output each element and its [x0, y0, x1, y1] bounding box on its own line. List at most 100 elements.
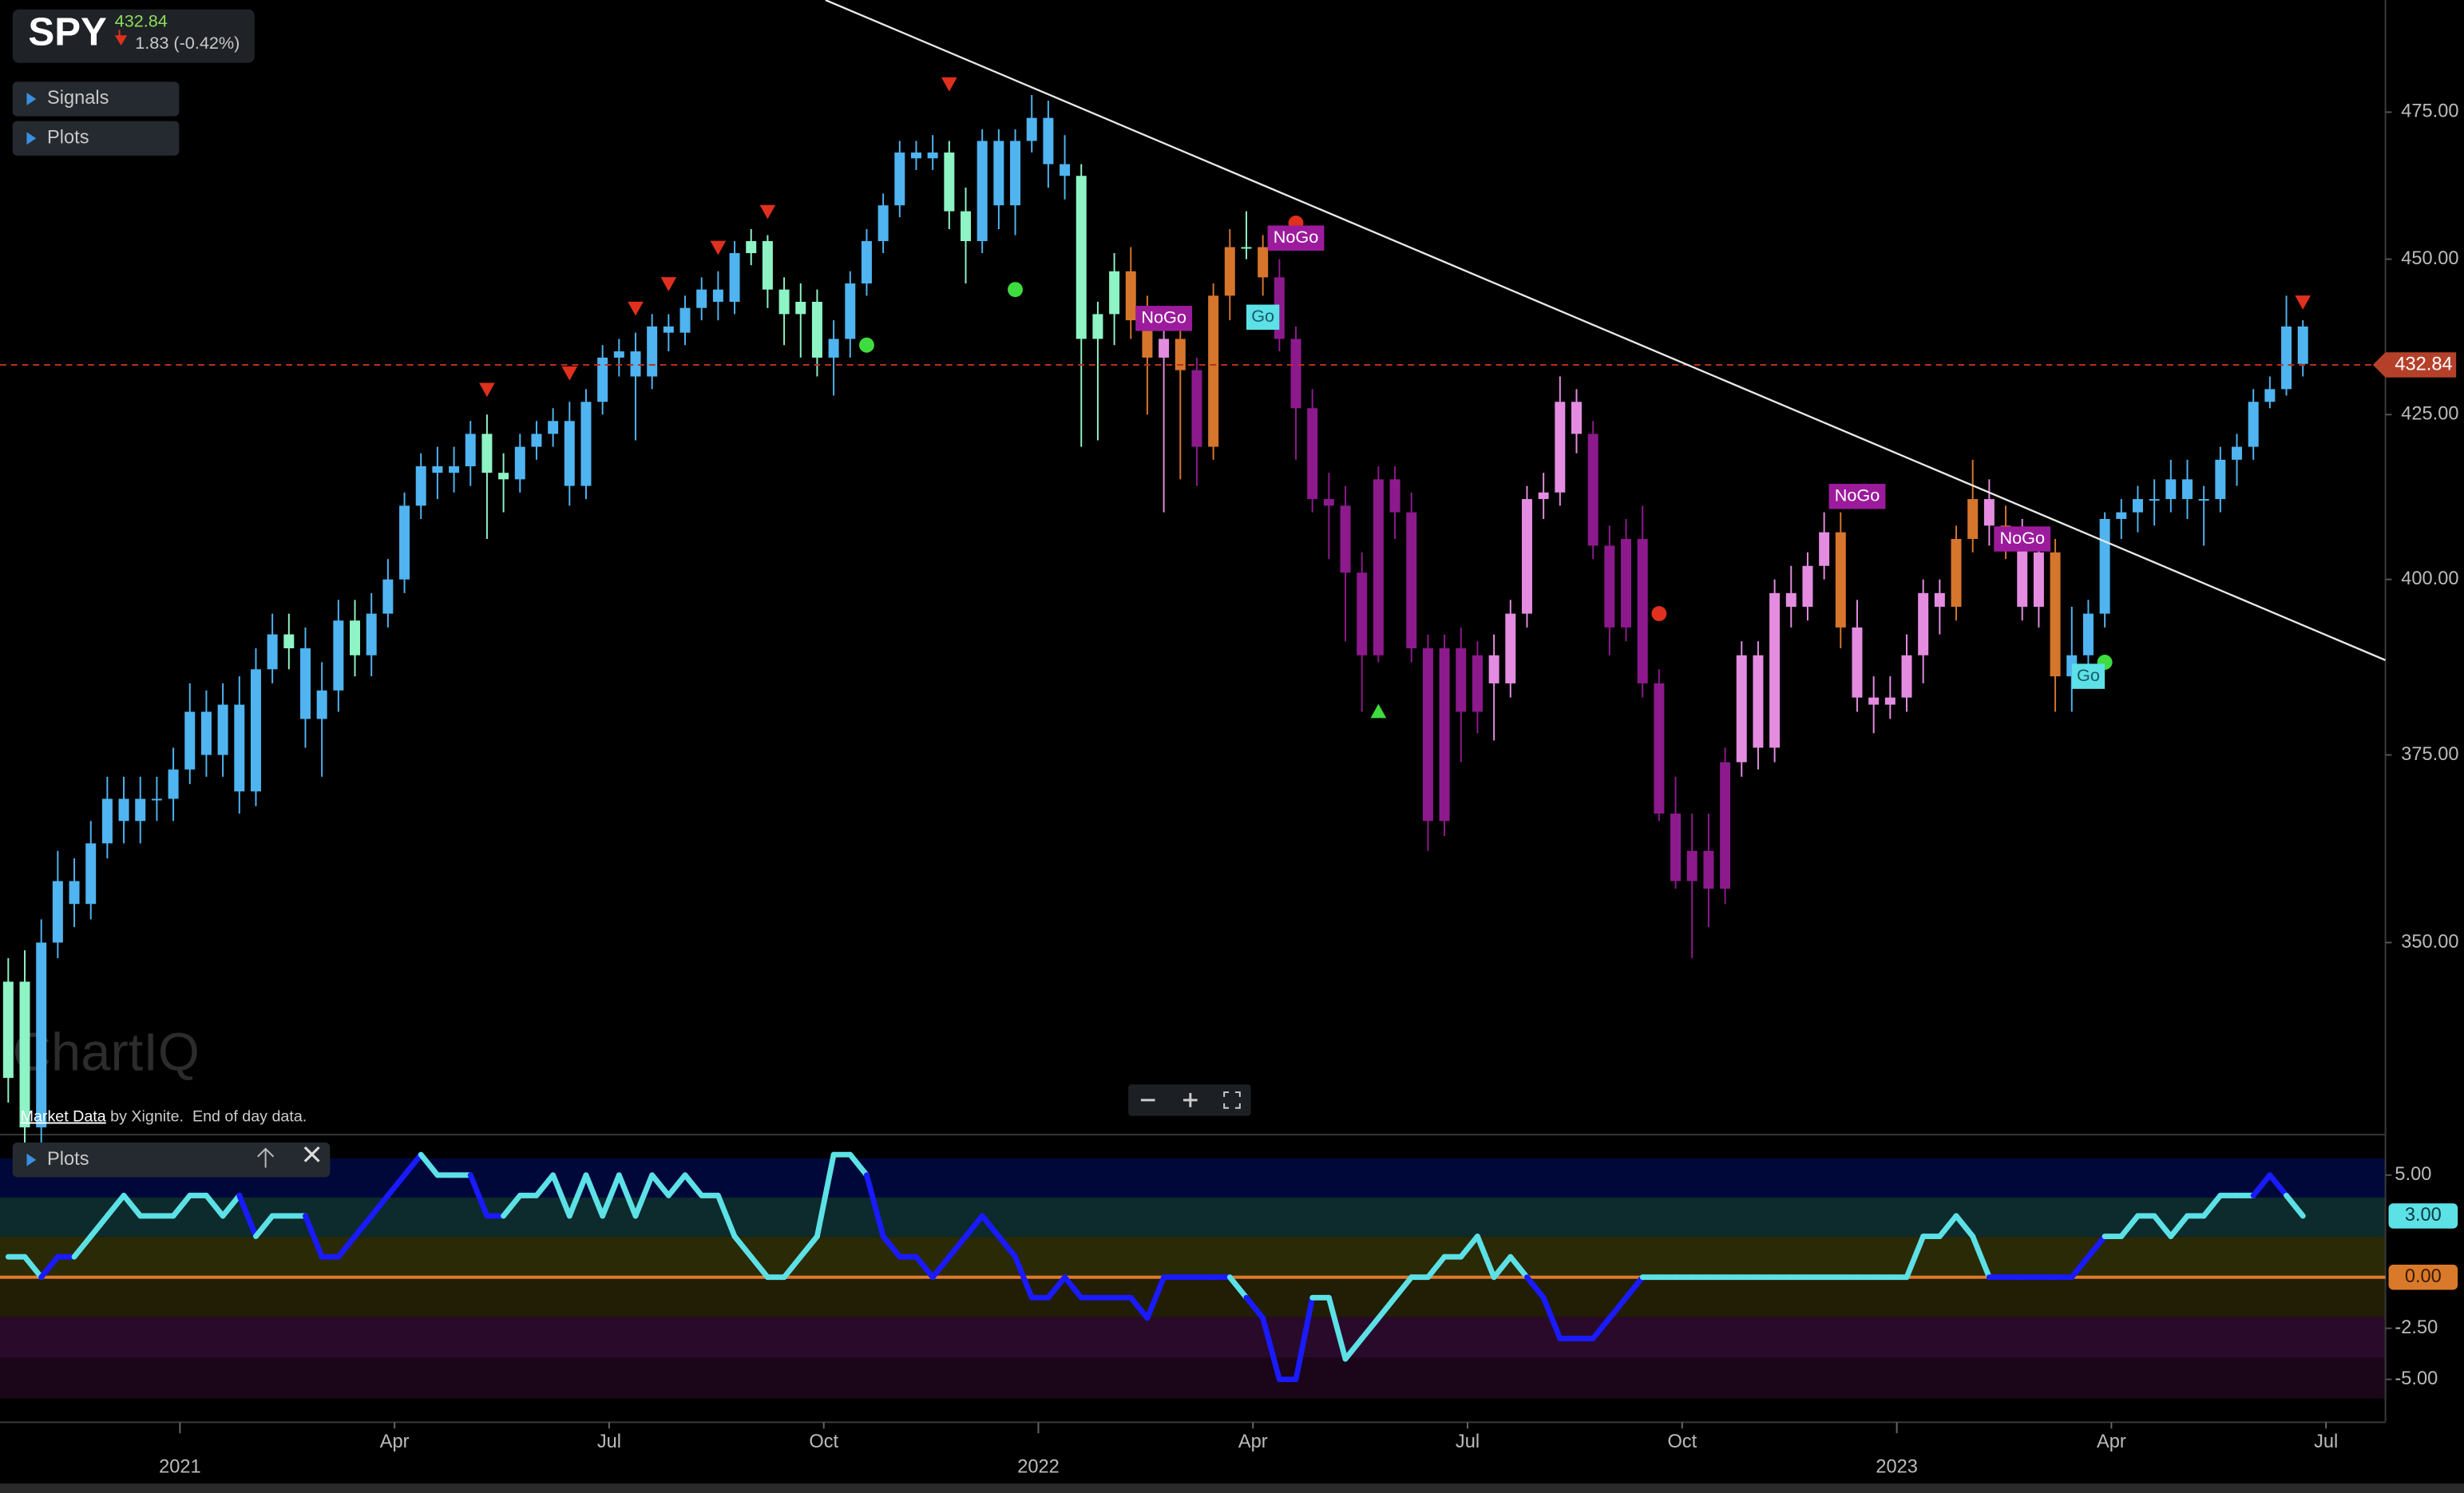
signal-label-bg	[1267, 225, 1325, 251]
candle-body	[861, 240, 872, 284]
candle-body	[1076, 176, 1087, 339]
candle-body	[910, 152, 921, 159]
symbol-box[interactable]: SPY 432.84 1.83 (-0.42%)	[12, 9, 255, 63]
candle-body	[845, 283, 856, 339]
candle-body	[1175, 339, 1186, 370]
oscillator-segment	[731, 1234, 755, 1260]
plots-button[interactable]: Plots	[12, 121, 180, 156]
candle-body	[663, 326, 674, 333]
candle-body	[1670, 814, 1682, 881]
candle-body	[2165, 479, 2177, 500]
oscillator-segment	[2284, 1192, 2306, 1219]
signal-down	[941, 77, 957, 92]
oscillator-segment	[913, 1253, 936, 1281]
candle-body	[234, 704, 245, 792]
oscillator-bands	[0, 1158, 2386, 1399]
zero-tag	[2388, 1264, 2458, 1290]
signal-down	[660, 277, 677, 291]
signals-button[interactable]: Signals	[12, 81, 180, 117]
band	[0, 1277, 2386, 1317]
candle-body	[350, 620, 361, 655]
candle-body	[1456, 647, 1467, 712]
fullscreen[interactable]	[1223, 1091, 1241, 1109]
candle-body	[1934, 592, 1945, 607]
oscillator-segment	[979, 1213, 1002, 1240]
oscillator-segment	[203, 1192, 226, 1219]
candle-body	[432, 466, 443, 473]
candle-body	[580, 402, 592, 486]
candle-body	[1060, 164, 1071, 176]
candle-body	[2132, 499, 2143, 513]
candle-body	[184, 711, 196, 770]
candle-body	[449, 466, 460, 473]
candle-body	[382, 579, 394, 614]
candle-body	[894, 152, 905, 206]
candle-body	[597, 357, 608, 402]
oscillator-segment	[1127, 1294, 1151, 1321]
candle-body	[2033, 552, 2044, 607]
y-tick-label: -2.50	[2395, 1317, 2438, 1338]
down-arrow	[114, 30, 128, 46]
oscillator-segment	[1144, 1274, 1167, 1321]
candle-body	[118, 798, 129, 822]
oscillator-segment	[22, 1253, 45, 1281]
oscillator-segment	[996, 1234, 1018, 1260]
candle-body	[961, 211, 972, 241]
candle-body	[729, 253, 740, 303]
zoom-in[interactable]	[1182, 1093, 1198, 1107]
oscillator-segment	[1590, 1315, 1613, 1341]
oscillator-segment	[2151, 1213, 2174, 1240]
close-icon[interactable]	[303, 1146, 320, 1162]
candle-body	[514, 446, 525, 480]
oscillator-segment	[2250, 1172, 2273, 1198]
candle-body	[250, 669, 261, 792]
candle-body	[2099, 518, 2110, 614]
candle-body	[1043, 117, 1054, 164]
oscillator-segment	[600, 1172, 622, 1219]
oscillator-segment	[880, 1234, 903, 1260]
candle-body	[36, 942, 47, 1128]
y-tick-label: -5.00	[2395, 1368, 2438, 1389]
candle-body	[69, 881, 80, 905]
candle-body	[1290, 339, 1301, 409]
candle-body	[712, 289, 723, 303]
candle-body	[548, 421, 559, 434]
candle-body	[135, 798, 146, 822]
candle-body	[1555, 402, 1566, 493]
oscillator-segment	[1507, 1253, 1530, 1281]
candle-body	[613, 351, 624, 358]
attribution-link[interactable]: Market Data	[21, 1108, 106, 1126]
attribution: Market Data by Xignite. End of day data.	[21, 1108, 307, 1126]
band	[0, 1197, 2386, 1238]
price: 432.84	[115, 10, 168, 30]
signal-dot	[859, 337, 874, 353]
signal-down	[2295, 295, 2311, 310]
candle-body	[1191, 370, 1202, 447]
oscillator-segment	[418, 1151, 441, 1178]
y-tick-label: 350.00	[2401, 932, 2458, 952]
candle-body	[2248, 402, 2259, 447]
candle-body	[1686, 850, 1697, 881]
candle-body	[1092, 314, 1103, 339]
oscillator-segment	[1359, 1315, 1381, 1341]
y-tick-label: 475.00	[2401, 101, 2458, 122]
candle-body	[283, 634, 295, 648]
oscillator-segment	[1953, 1213, 1976, 1240]
candle-body	[778, 289, 790, 315]
oscillator-segment	[88, 1213, 110, 1240]
lower-plots-button[interactable]: Plots	[12, 1143, 331, 1178]
x-tick-label: Oct	[1667, 1432, 1697, 1452]
oscillator-segment	[781, 1253, 804, 1281]
signal-label: NoGo	[1141, 307, 1186, 327]
candle-body	[1769, 592, 1781, 748]
move-up-icon[interactable]	[257, 1147, 275, 1168]
oscillator-segment	[1424, 1253, 1448, 1281]
x-tick-label: Jul	[2314, 1432, 2338, 1452]
candle-body	[696, 289, 707, 308]
trendline	[825, 0, 2387, 661]
oscillator-segment	[649, 1172, 671, 1198]
last-price-label: 432.84	[2395, 354, 2452, 374]
candle-body	[795, 302, 806, 315]
